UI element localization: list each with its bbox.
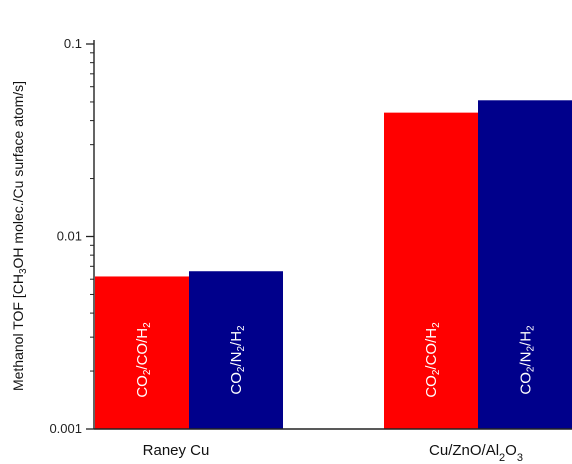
category-label-raney-cu: Raney Cu xyxy=(143,442,210,459)
bars-layer xyxy=(95,100,572,430)
bar-cu-zno-al2o3-co2-n2-h2 xyxy=(478,100,572,430)
y-tick-label: 0.1 xyxy=(64,36,82,51)
bar-raney-cu-co2-co-h2 xyxy=(95,276,189,429)
bar-label-co2-n2-h2: CO2/N2/H2 xyxy=(517,325,537,395)
labels-layer: CO2/CO/H2 CO2/N2/H2 CO2/CO/H2 CO2/N2/H2 Meth… xyxy=(10,81,537,464)
bar-raney-cu-co2-n2-h2 xyxy=(189,271,283,429)
bar-label-co2-n2-h2: CO2/N2/H2 xyxy=(228,325,248,395)
bar-cu-zno-al2o3-co2-co-h2 xyxy=(384,112,478,429)
axes-layer: 0.001 0.01 0.1 xyxy=(49,36,572,436)
bar-label-co2-co-h2: CO2/CO/H2 xyxy=(423,322,443,398)
bar-label-co2-co-h2: CO2/CO/H2 xyxy=(134,322,154,398)
y-tick-label: 0.01 xyxy=(57,229,82,244)
y-tick-label: 0.001 xyxy=(49,421,82,436)
y-axis-title: Methanol TOF [CH3OH molec./Cu surface at… xyxy=(10,81,29,391)
category-label-cu-zno-al2o3: Cu/ZnO/Al2O3 xyxy=(429,442,523,464)
